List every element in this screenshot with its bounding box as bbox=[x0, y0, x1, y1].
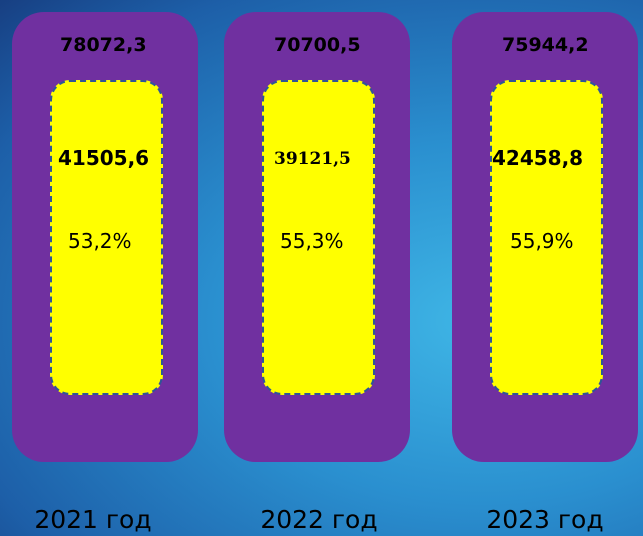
share: 55,9% bbox=[510, 229, 574, 253]
part: 39121,5 bbox=[274, 149, 351, 169]
year-label: 2021 год bbox=[34, 505, 152, 534]
part: 42458,8 bbox=[492, 146, 584, 170]
year-label: 2022 год bbox=[260, 505, 378, 534]
total: 70700,5 bbox=[274, 34, 361, 56]
inner-box bbox=[490, 80, 603, 395]
inner-box bbox=[262, 80, 375, 395]
inner-box bbox=[50, 80, 163, 395]
column-card: 70700,5 39121,5 55,3% bbox=[224, 12, 410, 462]
total: 75944,2 bbox=[502, 34, 589, 56]
year-label: 2023 год bbox=[486, 505, 604, 534]
part: 41505,6 bbox=[58, 146, 150, 170]
share: 55,3% bbox=[280, 229, 344, 253]
total: 78072,3 bbox=[60, 34, 147, 56]
share: 53,2% bbox=[68, 229, 132, 253]
column-card: 78072,3 41505,6 53,2% bbox=[12, 12, 198, 462]
column-card: 75944,2 42458,8 55,9% bbox=[452, 12, 638, 462]
